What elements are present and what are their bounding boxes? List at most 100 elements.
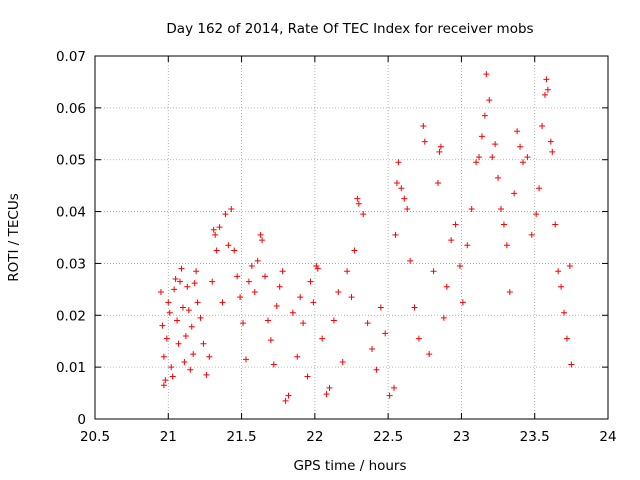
data-point	[483, 71, 490, 78]
data-point	[382, 330, 389, 337]
data-point	[452, 221, 459, 228]
data-point	[326, 384, 333, 391]
x-tick-label: 24	[599, 429, 616, 445]
data-point	[517, 143, 524, 150]
data-point	[426, 351, 433, 358]
data-point	[456, 263, 463, 270]
data-point	[209, 278, 216, 285]
data-point	[364, 320, 371, 327]
data-point	[242, 356, 249, 363]
data-point	[468, 205, 475, 212]
data-point	[478, 133, 485, 140]
data-point	[178, 265, 185, 272]
y-tick-label: 0.04	[56, 205, 86, 221]
data-point	[503, 242, 510, 249]
data-point	[174, 317, 181, 324]
data-point	[552, 221, 559, 228]
data-point	[248, 263, 255, 270]
data-point	[191, 280, 198, 287]
data-point	[528, 231, 535, 238]
data-point	[437, 143, 444, 150]
data-point	[157, 288, 164, 295]
data-point	[360, 211, 367, 218]
data-point	[237, 294, 244, 301]
y-tick-label: 0.07	[56, 49, 86, 65]
data-point	[307, 278, 314, 285]
data-point	[240, 320, 247, 327]
data-point	[276, 283, 283, 290]
data-point	[440, 314, 447, 321]
data-point	[393, 180, 400, 187]
data-point	[481, 112, 488, 119]
data-point	[177, 278, 184, 285]
data-point	[386, 392, 393, 399]
data-point	[210, 226, 217, 233]
data-point	[476, 154, 483, 161]
data-point	[323, 391, 330, 398]
data-point	[179, 304, 186, 311]
data-point	[216, 224, 223, 231]
data-point	[245, 278, 252, 285]
data-point	[401, 195, 408, 202]
data-point	[398, 185, 405, 192]
data-point	[166, 309, 173, 316]
data-point	[524, 154, 531, 161]
data-point	[163, 335, 170, 342]
data-point	[566, 263, 573, 270]
y-tick-label: 0.03	[56, 256, 86, 272]
data-point	[348, 294, 355, 301]
data-point	[160, 382, 167, 389]
data-point	[335, 288, 342, 295]
data-point	[194, 299, 201, 306]
data-point	[421, 138, 428, 145]
chart-title: Day 162 of 2014, Rate Of TEC Index for r…	[166, 21, 533, 37]
data-points	[157, 71, 575, 404]
data-point	[489, 154, 496, 161]
data-point	[185, 307, 192, 314]
data-point	[160, 353, 167, 360]
data-point	[351, 247, 358, 254]
data-point	[492, 141, 499, 148]
data-point	[219, 299, 226, 306]
x-tick-label: 21	[160, 429, 177, 445]
data-point	[500, 221, 507, 228]
data-point	[369, 345, 376, 352]
data-point	[543, 76, 550, 83]
x-tick-label: 20.5	[80, 429, 110, 445]
data-point	[267, 337, 274, 344]
data-point	[294, 353, 301, 360]
data-point	[495, 174, 502, 181]
data-point	[411, 304, 418, 311]
data-point	[443, 283, 450, 290]
plot-frame	[94, 55, 609, 420]
data-point	[555, 268, 562, 275]
data-point	[282, 397, 289, 404]
data-point	[270, 361, 277, 368]
axis-ticks	[94, 55, 609, 420]
data-point	[544, 86, 551, 93]
data-point	[172, 275, 179, 282]
data-point	[254, 257, 261, 264]
data-point	[498, 205, 505, 212]
data-point	[404, 205, 411, 212]
x-tick-label: 23.5	[520, 429, 550, 445]
y-axis-label: ROTI / TECUs	[6, 193, 22, 281]
x-tick-label: 21.5	[227, 429, 257, 445]
data-point	[459, 299, 466, 306]
data-point	[563, 335, 570, 342]
data-point	[344, 268, 351, 275]
data-point	[355, 200, 362, 207]
data-point	[533, 211, 540, 218]
data-point	[486, 97, 493, 104]
y-tick-label: 0.05	[56, 153, 86, 169]
data-point	[511, 190, 518, 197]
data-point	[234, 273, 241, 280]
data-point	[300, 320, 307, 327]
data-point	[330, 317, 337, 324]
data-point	[225, 242, 232, 249]
data-point	[473, 159, 480, 166]
data-point	[415, 335, 422, 342]
data-point	[395, 159, 402, 166]
y-tick-label: 0.01	[56, 360, 86, 376]
